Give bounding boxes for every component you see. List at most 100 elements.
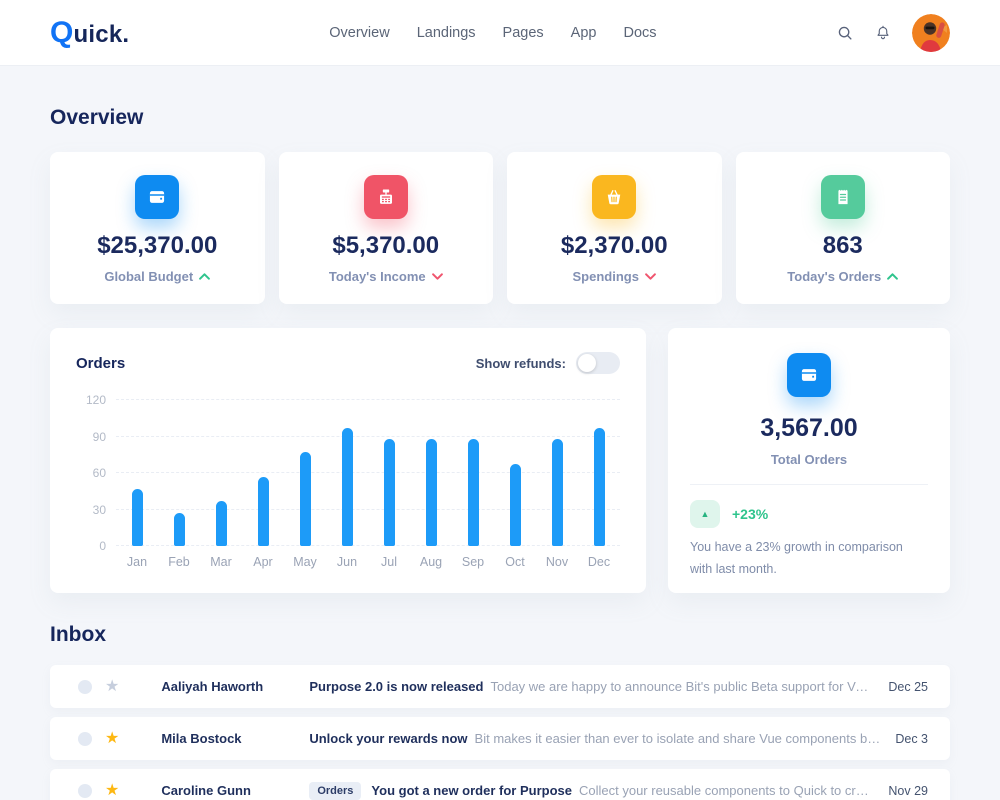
x-tick-jul: Jul	[381, 555, 397, 569]
bar-apr	[257, 476, 269, 546]
charts-row: Orders Show refunds: 0 30 60 90 120 Jan Feb Ma…	[50, 328, 950, 593]
sender-name: Mila Bostock	[161, 731, 242, 746]
nav-item-docs[interactable]: Docs	[623, 24, 657, 41]
bar-sep	[467, 438, 479, 546]
trend-caret-icon	[887, 273, 899, 280]
trend-caret-icon	[431, 273, 443, 280]
bar-jan	[131, 488, 143, 546]
stat-card-todays-orders: 863 Today's Orders	[735, 152, 951, 304]
orders-bar-chart: 0 30 60 90 120 Jan Feb Mar Apr May Jun Jul Aug Sep Oc…	[76, 393, 620, 569]
show-refunds-label: Show refunds:	[475, 355, 566, 371]
stat-value: $2,370.00	[560, 232, 668, 259]
email-preview: Bit makes it easier than ever to isolate…	[474, 731, 882, 746]
bar-feb	[173, 513, 185, 546]
x-tick-may: May	[293, 555, 317, 569]
nav-item-pages[interactable]: Pages	[502, 24, 544, 41]
stat-label-spendings[interactable]: Spendings	[507, 269, 722, 284]
select-circle[interactable]	[78, 783, 92, 798]
y-tick-label: 60	[92, 466, 106, 480]
bar-mar	[215, 500, 227, 546]
email-subject: You got a new order for Purpose	[371, 783, 572, 798]
stat-label-global-budget[interactable]: Global Budget	[50, 269, 265, 284]
basket-icon	[592, 175, 637, 219]
sender-name: Caroline Gunn	[161, 783, 251, 798]
x-tick-feb: Feb	[168, 555, 190, 569]
select-circle[interactable]	[78, 731, 92, 746]
logo-q: Q	[50, 15, 74, 49]
user-avatar[interactable]	[912, 13, 950, 52]
wallet-icon	[135, 175, 180, 219]
toggle-knob	[578, 354, 596, 372]
x-tick-apr: Apr	[253, 555, 273, 569]
select-circle[interactable]	[78, 679, 92, 694]
bar-jun	[341, 427, 353, 546]
nav-item-app[interactable]: App	[570, 24, 597, 41]
email-preview: Collect your reusable components to Quic…	[578, 783, 874, 798]
stat-label-todays-income[interactable]: Today's Income	[279, 269, 494, 284]
inbox-row[interactable]: ★ Mila Bostock Unlock your rewards now B…	[50, 717, 950, 760]
top-navbar: Quick. Overview Landings Pages App Docs	[0, 0, 1000, 66]
nav-item-landings[interactable]: Landings	[416, 24, 476, 41]
x-tick-dec: Dec	[587, 555, 611, 569]
stat-cards-row: $25,370.00 Global Budget $5,370.00 Today…	[50, 152, 950, 304]
orders-chart-bars	[116, 400, 620, 546]
total-orders-panel: 3,567.00 Total Orders ▲ +23% You have a …	[668, 328, 950, 593]
star-icon[interactable]: ★	[105, 677, 120, 695]
stat-label: Today's Orders	[787, 269, 882, 284]
email-date: Nov 29	[888, 783, 928, 798]
x-tick-jan: Jan	[126, 555, 148, 569]
star-icon[interactable]: ★	[105, 729, 120, 747]
page-title: Overview	[50, 106, 144, 129]
orders-badge: Orders	[309, 781, 362, 800]
orders-chart-panel: Orders Show refunds: 0 30 60 90 120 Jan Feb Ma…	[50, 328, 646, 593]
nav-item-overview[interactable]: Overview	[329, 24, 390, 41]
total-orders-value: 3,567.00	[760, 414, 858, 442]
email-date: Dec 25	[888, 679, 928, 694]
search-icon[interactable]	[836, 24, 854, 42]
stat-card-global-budget: $25,370.00 Global Budget	[50, 152, 265, 304]
gridline-y30: 30	[93, 503, 620, 517]
trend-caret-icon	[199, 273, 211, 280]
star-icon[interactable]: ★	[105, 781, 120, 799]
stat-value: $5,370.00	[332, 232, 440, 259]
inbox-row[interactable]: ★ Caroline Gunn Orders You got a new ord…	[50, 769, 950, 800]
email-subject: Purpose 2.0 is now released	[309, 679, 484, 694]
stat-label: Spendings	[572, 269, 639, 284]
growth-up-badge: ▲	[690, 500, 720, 528]
up-triangle-icon: ▲	[700, 509, 710, 519]
inbox-row[interactable]: ★ Aaliyah Haworth Purpose 2.0 is now rel…	[50, 665, 950, 708]
x-tick-sep: Sep	[461, 555, 485, 569]
y-tick-label: 0	[99, 539, 106, 553]
inbox-title: Inbox	[50, 623, 106, 646]
x-tick-mar: Mar	[210, 555, 232, 569]
main-nav: Overview Landings Pages App Docs	[329, 25, 656, 41]
stat-label: Today's Income	[328, 269, 426, 284]
bell-icon[interactable]	[874, 24, 892, 42]
orders-chart-title: Orders	[76, 354, 126, 372]
navbar-actions	[836, 13, 950, 52]
email-subject: Unlock your rewards now	[309, 731, 468, 746]
x-tick-oct: Oct	[505, 555, 525, 569]
y-tick-label: 90	[92, 429, 106, 444]
bar-nov	[551, 438, 563, 546]
email-date: Dec 3	[895, 731, 928, 746]
stat-value: $25,370.00	[97, 232, 218, 259]
gridline-y60: 60	[93, 466, 620, 480]
app-logo[interactable]: Quick.	[50, 16, 129, 50]
y-tick-label: 120	[85, 393, 106, 407]
receipt-icon	[820, 175, 865, 219]
show-refunds-toggle[interactable]	[576, 352, 620, 374]
bar-aug	[425, 438, 437, 546]
bar-may	[299, 452, 311, 546]
x-tick-jun: Jun	[336, 555, 358, 569]
stat-value: 863	[822, 232, 863, 259]
gridline-y0: 0	[99, 539, 620, 553]
growth-description: You have a 23% growth in comparison with…	[690, 540, 903, 576]
stat-label-todays-orders[interactable]: Today's Orders	[736, 269, 951, 284]
gridline-y120: 120	[86, 393, 620, 407]
x-tick-nov: Nov	[545, 555, 569, 569]
total-orders-label: Total Orders	[770, 452, 848, 467]
orders-chart-xlabels: Jan Feb Mar Apr May Jun Jul Aug Sep Oct Nov Dec	[116, 555, 620, 569]
bar-dec	[593, 427, 605, 546]
gridline-y90: 90	[93, 430, 620, 444]
